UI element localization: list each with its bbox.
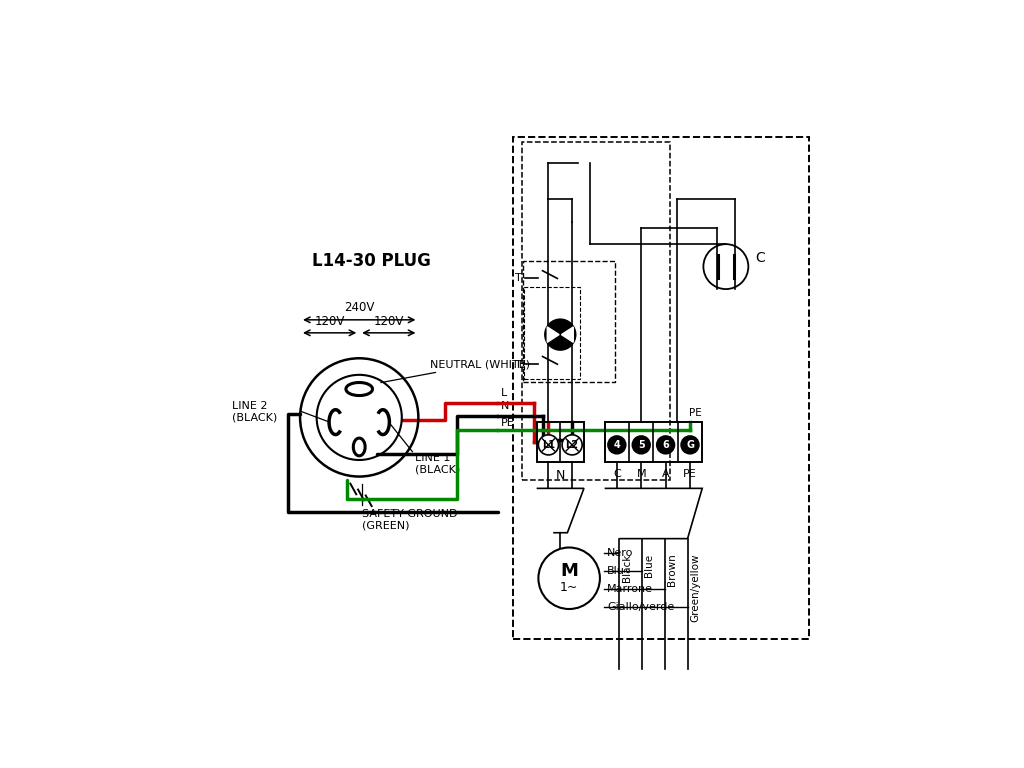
Text: NEUTRAL (WHITE): NEUTRAL (WHITE) [381, 359, 530, 382]
Text: G: G [686, 440, 694, 450]
Circle shape [633, 436, 650, 454]
Text: PE: PE [689, 408, 701, 418]
Text: LINE 1
(BLACK): LINE 1 (BLACK) [416, 453, 461, 475]
Text: L1: L1 [542, 440, 555, 450]
Circle shape [545, 319, 575, 350]
Text: Marrone: Marrone [607, 584, 653, 594]
Text: Giallo/verde: Giallo/verde [607, 601, 674, 611]
Text: 120V: 120V [314, 315, 345, 327]
Text: Brown: Brown [668, 554, 678, 586]
Text: L: L [501, 388, 508, 398]
Text: T: T [514, 360, 521, 370]
Text: C: C [756, 250, 765, 265]
Circle shape [681, 436, 699, 454]
Text: 120V: 120V [374, 315, 404, 327]
Circle shape [562, 435, 583, 455]
Bar [604, 422, 702, 462]
Text: Blu: Blu [607, 566, 625, 576]
Polygon shape [561, 327, 573, 343]
Text: 6: 6 [663, 440, 669, 450]
Text: A: A [662, 469, 670, 479]
Text: 240V: 240V [344, 301, 375, 314]
Text: Blue: Blue [644, 554, 654, 577]
Polygon shape [547, 327, 559, 343]
Text: N: N [501, 401, 510, 411]
Text: L2: L2 [565, 440, 579, 450]
Circle shape [656, 436, 675, 454]
Text: M: M [636, 469, 646, 479]
Text: LINE 2
(BLACK): LINE 2 (BLACK) [232, 401, 278, 422]
Text: 5: 5 [638, 440, 644, 450]
Text: Nero: Nero [607, 548, 634, 558]
Text: 4: 4 [613, 440, 621, 450]
Text: 1~: 1~ [560, 581, 579, 594]
Text: C: C [613, 469, 621, 479]
Text: PE: PE [683, 469, 697, 479]
Text: N: N [556, 469, 565, 482]
Circle shape [608, 436, 626, 454]
Circle shape [539, 435, 558, 455]
Text: Black: Black [622, 554, 632, 582]
Text: L14-30 PLUG: L14-30 PLUG [311, 252, 430, 270]
Text: SAFETY GROUND
(GREEN): SAFETY GROUND (GREEN) [362, 509, 458, 531]
Text: Green/yellow: Green/yellow [690, 554, 700, 622]
Text: M: M [560, 562, 579, 580]
Bar [537, 422, 584, 462]
Text: T: T [514, 273, 521, 283]
Text: PE: PE [501, 418, 515, 428]
